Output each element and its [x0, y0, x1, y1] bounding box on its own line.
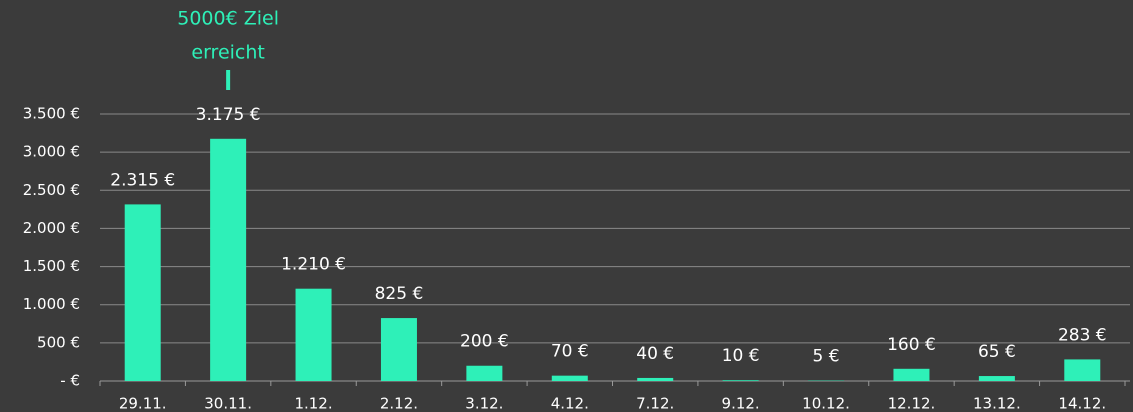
x-tick-label: 12.12. [888, 395, 936, 412]
y-tick-label: 2.500 € [23, 181, 80, 199]
value-label: 160 € [887, 335, 936, 355]
annotation-marker [226, 70, 231, 90]
value-label: 283 € [1058, 325, 1107, 345]
bar [124, 204, 161, 381]
bar [380, 318, 417, 381]
x-tick-label: 7.12. [636, 395, 674, 412]
value-label: 10 € [722, 346, 760, 366]
value-label: 1.210 € [281, 255, 346, 275]
value-label: 825 € [375, 284, 424, 304]
x-tick-label: 10.12. [802, 395, 850, 412]
x-tick-label: 4.12. [551, 395, 589, 412]
y-tick-label: 2.000 € [23, 219, 80, 237]
value-label: 3.175 € [196, 105, 261, 125]
annotation: 5000€ Ziel [177, 8, 279, 30]
x-tick-label: 30.11. [204, 395, 252, 412]
value-label: 200 € [460, 332, 509, 352]
x-tick-label: 2.12. [380, 395, 418, 412]
y-tick-label: 3.000 € [23, 143, 80, 161]
x-tick-label: 3.12. [465, 395, 503, 412]
x-tick-label: 9.12. [722, 395, 760, 412]
annotation: erreicht [191, 42, 264, 64]
y-tick-label: 500 € [37, 333, 80, 351]
value-label: 65 € [978, 342, 1016, 362]
y-tick-label: - € [60, 372, 80, 390]
x-tick-label: 1.12. [294, 395, 332, 412]
y-tick-label: 1.000 € [23, 295, 80, 313]
value-label: 70 € [551, 342, 589, 362]
bar [722, 380, 759, 381]
bar [210, 138, 247, 381]
y-tick-label: 3.500 € [23, 105, 80, 123]
value-label: 2.315 € [110, 170, 175, 190]
y-tick-label: 1.500 € [23, 257, 80, 275]
bar [1064, 359, 1101, 381]
value-label: 5 € [813, 347, 840, 367]
bar [637, 377, 674, 381]
bar [295, 288, 332, 381]
bar [466, 365, 503, 381]
bar [978, 376, 1015, 381]
bar [551, 375, 588, 381]
x-tick-label: 13.12. [973, 395, 1021, 412]
x-tick-label: 14.12. [1058, 395, 1106, 412]
x-tick-label: 29.11. [119, 395, 167, 412]
value-label: 40 € [636, 344, 674, 364]
bar [893, 368, 930, 381]
